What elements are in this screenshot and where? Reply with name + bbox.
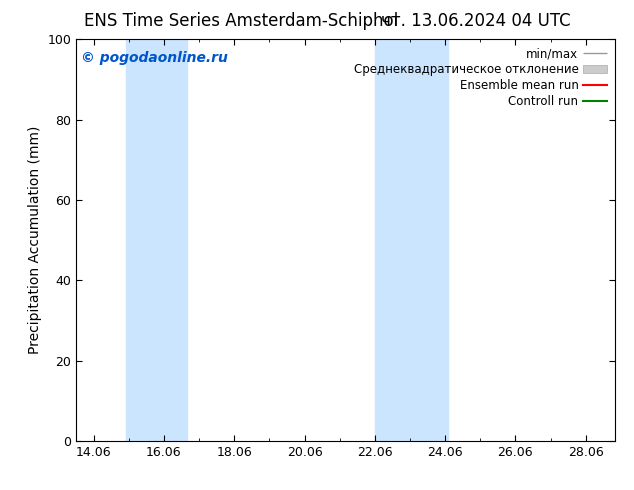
Legend: min/max, Среднеквадратическое отклонение, Ensemble mean run, Controll run: min/max, Среднеквадратическое отклонение…: [351, 45, 609, 111]
Bar: [375, 39, 448, 441]
Y-axis label: Precipitation Accumulation (mm): Precipitation Accumulation (mm): [28, 126, 42, 354]
Text: © pogodaonline.ru: © pogodaonline.ru: [81, 51, 228, 65]
Bar: [126, 39, 188, 441]
Text: ENS Time Series Amsterdam-Schiphol: ENS Time Series Amsterdam-Schiphol: [84, 12, 398, 30]
Text: чт. 13.06.2024 04 UTC: чт. 13.06.2024 04 UTC: [380, 12, 571, 30]
